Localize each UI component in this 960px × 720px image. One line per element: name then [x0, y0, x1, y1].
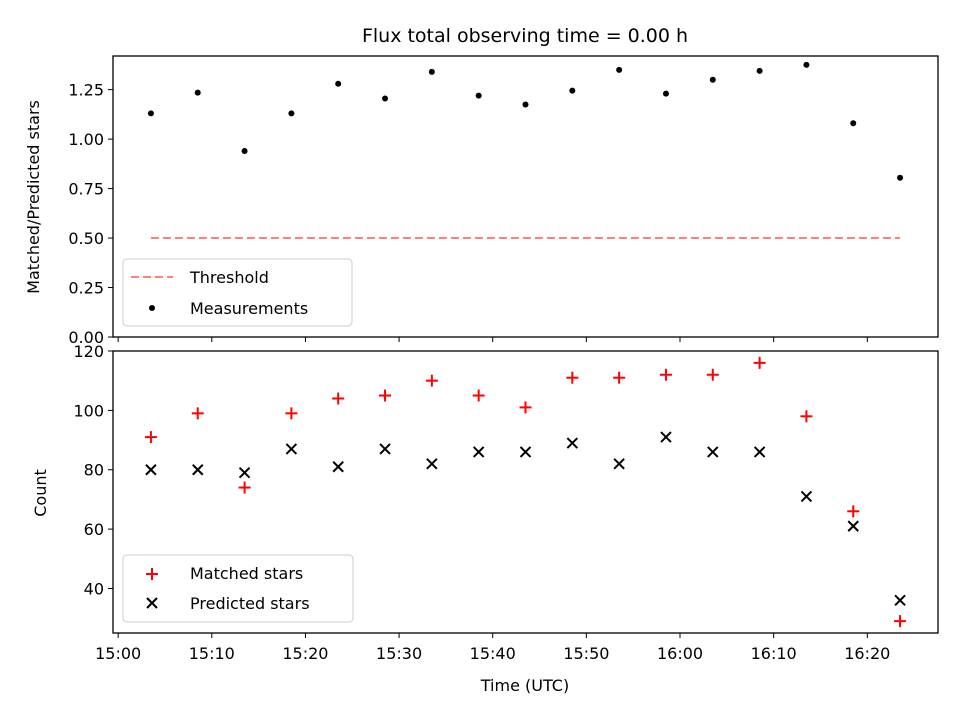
- matched-star-point: [238, 481, 251, 494]
- measurement-point: [756, 67, 763, 74]
- predicted-star-point: [613, 458, 625, 470]
- measurement-point: [428, 68, 435, 75]
- count-ytick-label: 120: [73, 342, 104, 361]
- matched-star-point: [332, 392, 345, 405]
- measurement-point: [522, 101, 529, 108]
- ratio-legend: Threshold Measurements: [122, 258, 353, 327]
- ratio-axes-frame: [112, 55, 939, 338]
- count-yaxis: 40 60 80 100 120: [73, 342, 113, 598]
- matched-star-point: [613, 371, 626, 384]
- count-legend-box: [122, 554, 354, 623]
- measurement-point: [662, 90, 669, 97]
- measurement-point: [897, 174, 904, 181]
- measurement-point: [335, 80, 342, 87]
- threshold-legend-label: Threshold: [189, 268, 269, 287]
- count-legend: Matched stars Predicted stars: [122, 554, 354, 623]
- count-ytick-label: 100: [73, 401, 104, 420]
- predicted-star-point: [800, 490, 813, 503]
- measurement-point: [475, 92, 482, 99]
- count-panel: Count Time (UTC) 40 60 80 100 120 15:00 15:10…: [31, 342, 939, 695]
- matched-star-point: [659, 368, 672, 381]
- measurement-point: [616, 66, 623, 73]
- measurement-point: [194, 89, 201, 96]
- predicted-star-point: [894, 594, 906, 607]
- predicted-star-point: [379, 443, 391, 455]
- predicted-star-point: [332, 461, 344, 473]
- measurement-point: [850, 120, 857, 127]
- predicted-star-point: [660, 431, 672, 443]
- matched-star-point: [191, 407, 204, 420]
- matched-star-point: [847, 505, 860, 518]
- ratio-xaxis-ticks: [117, 337, 868, 342]
- count-xtick-label: 15:50: [563, 644, 609, 663]
- predicted-star-point: [472, 446, 485, 458]
- count-plot-area: [144, 356, 907, 628]
- predicted-star-point: [566, 437, 579, 449]
- matched-star-point: [285, 407, 298, 420]
- count-ytick-label: 60: [84, 520, 104, 539]
- matched-star-point: [144, 431, 157, 444]
- measurement-point: [241, 147, 248, 154]
- count-xtick-label: 16:00: [657, 644, 703, 663]
- measurement-point: [382, 95, 389, 102]
- ratio-plot-area: [147, 61, 904, 240]
- predicted-legend-marker: [146, 597, 158, 609]
- ratio-yaxis: 0.00 0.25 0.50 0.75 1.00 1.25: [68, 81, 113, 347]
- ratio-ytick-label: 1.00: [68, 130, 104, 149]
- predicted-star-point: [285, 443, 298, 455]
- matched-star-point: [800, 410, 813, 423]
- measurement-point: [709, 76, 716, 83]
- matched-star-point: [379, 389, 392, 402]
- ratio-ytick-label: 0.75: [68, 180, 104, 199]
- predicted-star-point: [753, 446, 766, 458]
- matched-legend-label: Matched stars: [190, 564, 303, 583]
- ratio-ytick-label: 1.25: [68, 81, 104, 100]
- count-xaxis: 15:00 15:10 15:20 15:30 15:40 15:50 16:00 16:10…: [95, 633, 890, 663]
- count-ylabel: Count: [31, 469, 50, 517]
- count-ytick-label: 80: [84, 461, 104, 480]
- ratio-ytick-label: 0.25: [68, 279, 104, 298]
- measurements-legend-marker: [149, 305, 155, 311]
- count-xlabel: Time (UTC): [480, 676, 569, 695]
- matched-star-point: [894, 615, 907, 628]
- measurement-point: [288, 110, 295, 117]
- count-xtick-label: 16:10: [751, 644, 797, 663]
- matched-star-point: [706, 368, 719, 381]
- chart-title: Flux total observing time = 0.00 h: [362, 25, 688, 47]
- ratio-legend-box: [122, 258, 353, 327]
- measurement-point: [147, 110, 154, 117]
- predicted-star-point: [238, 466, 251, 479]
- matched-star-point: [425, 374, 438, 387]
- predicted-star-point: [519, 446, 532, 458]
- count-xtick-label: 15:00: [95, 644, 141, 663]
- matched-star-point: [753, 356, 766, 369]
- count-ytick-label: 40: [84, 579, 104, 598]
- count-xtick-label: 15:10: [189, 644, 235, 663]
- predicted-star-point: [426, 458, 438, 470]
- count-xtick-label: 15:30: [376, 644, 422, 663]
- ratio-ytick-label: 0.50: [68, 229, 104, 248]
- ratio-ytick-label: 0.00: [68, 328, 104, 347]
- measurement-point: [803, 61, 810, 68]
- predicted-star-point: [707, 446, 719, 458]
- count-xtick-label: 16:20: [844, 644, 890, 663]
- predicted-legend-label: Predicted stars: [190, 594, 310, 613]
- count-xtick-label: 15:40: [470, 644, 516, 663]
- ratio-ylabel: Matched/Predicted stars: [24, 100, 43, 294]
- count-xtick-label: 15:20: [282, 644, 328, 663]
- predicted-star-point: [145, 464, 157, 476]
- matched-legend-marker: [146, 568, 158, 580]
- count-axes-frame: [112, 350, 939, 634]
- predicted-star-point: [847, 520, 859, 532]
- matched-star-point: [472, 389, 485, 402]
- measurement-point: [569, 87, 576, 94]
- measurements-legend-label: Measurements: [190, 299, 308, 318]
- matched-star-point: [566, 371, 579, 384]
- predicted-star-point: [192, 464, 204, 476]
- matched-star-point: [519, 401, 532, 414]
- ratio-panel: Flux total observing time = 0.00 h Match…: [24, 25, 939, 347]
